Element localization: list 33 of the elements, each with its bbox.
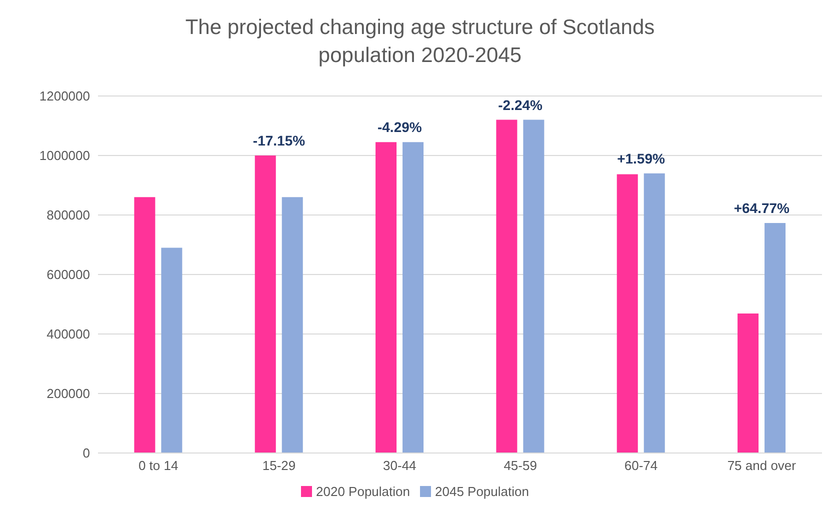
legend-label: 2045 Population xyxy=(435,484,529,499)
bar xyxy=(402,142,424,453)
y-tick-label: 0 xyxy=(82,446,90,461)
y-tick-label: 400000 xyxy=(46,326,90,342)
annotation: +1.59% xyxy=(617,150,666,166)
x-tick-label: 45-59 xyxy=(504,458,537,474)
chart-title: The projected changing age structure of Scotlands population 2020-2045 xyxy=(184,15,656,69)
x-tick-label: 15-29 xyxy=(262,458,296,474)
bar xyxy=(376,142,397,453)
bar xyxy=(282,197,303,453)
x-tick-label: 0 to 14 xyxy=(138,458,178,474)
annotation: -2.24% xyxy=(498,96,544,113)
bar xyxy=(134,197,156,453)
bar xyxy=(254,156,276,453)
bar xyxy=(738,313,759,453)
annotation: -17.15% xyxy=(252,132,306,148)
bar xyxy=(616,174,638,453)
y-tick-label: 1000000 xyxy=(39,148,90,164)
y-tick-label: 600000 xyxy=(46,267,90,282)
bar xyxy=(161,248,182,453)
bar xyxy=(764,223,786,453)
y-tick-label: 200000 xyxy=(46,386,90,402)
x-tick-label: 60-74 xyxy=(624,458,658,474)
x-tick-label: 75 and over xyxy=(727,458,797,474)
x-tick-label: 30-44 xyxy=(383,458,416,474)
y-tick-label: 800000 xyxy=(46,208,90,223)
legend-label: 2020 Population xyxy=(316,484,410,499)
bar xyxy=(644,173,665,453)
y-tick-label: 1200000 xyxy=(39,88,90,104)
bar xyxy=(496,120,518,453)
bar xyxy=(523,120,544,453)
annotation: +64.77% xyxy=(734,200,790,216)
annotation: -4.29% xyxy=(377,119,422,136)
